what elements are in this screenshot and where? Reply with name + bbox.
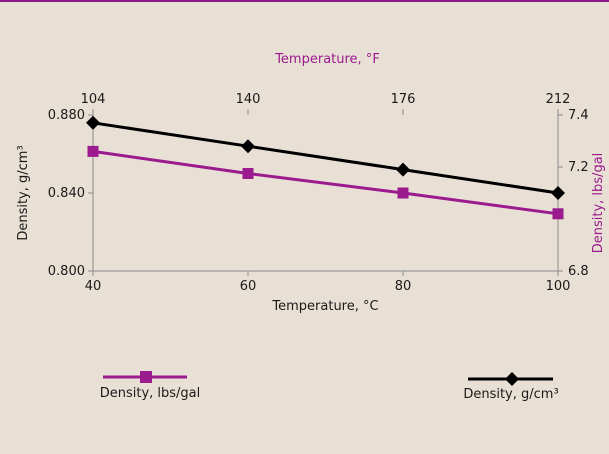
y-right-tick-label: 7.2 (568, 160, 589, 175)
x-top-axis-title: Temperature, °F (274, 52, 380, 67)
x-top-tick-label: 212 (546, 92, 571, 107)
data-point-square (88, 146, 99, 157)
legend-label-lbs-gal: Density, lbs/gal (100, 386, 201, 401)
x-bottom-tick-label: 80 (395, 279, 412, 294)
data-point-diamond (396, 163, 410, 177)
y-left-axis-title: Density, g/cm³ (16, 145, 31, 240)
y-right-tick-label: 6.8 (568, 264, 589, 279)
x-bottom-tick-label: 60 (240, 279, 257, 294)
y-left-tick-label: 0.880 (48, 108, 85, 123)
x-top-tick-label: 140 (236, 92, 261, 107)
data-point-square (553, 208, 564, 219)
legend-marker-diamond (505, 372, 519, 386)
legend-marker-square (140, 371, 152, 383)
y-right-axis-title: Density, lbs/gal (591, 153, 606, 254)
x-bottom-axis-title: Temperature, °C (271, 299, 378, 314)
y-left-tick-label: 0.840 (48, 186, 85, 201)
y-right-tick-label: 7.4 (568, 108, 589, 123)
data-point-square (398, 188, 409, 199)
x-bottom-tick-label: 40 (85, 279, 102, 294)
x-top-tick-label: 104 (81, 92, 106, 107)
x-top-tick-label: 176 (391, 92, 416, 107)
data-point-diamond (86, 116, 100, 130)
x-bottom-tick-label: 100 (546, 279, 571, 294)
data-point-square (243, 168, 254, 179)
legend-label-g-cm3: Density, g/cm³ (463, 387, 558, 402)
y-left-tick-label: 0.800 (48, 264, 85, 279)
data-point-diamond (551, 186, 565, 200)
data-point-diamond (241, 139, 255, 153)
